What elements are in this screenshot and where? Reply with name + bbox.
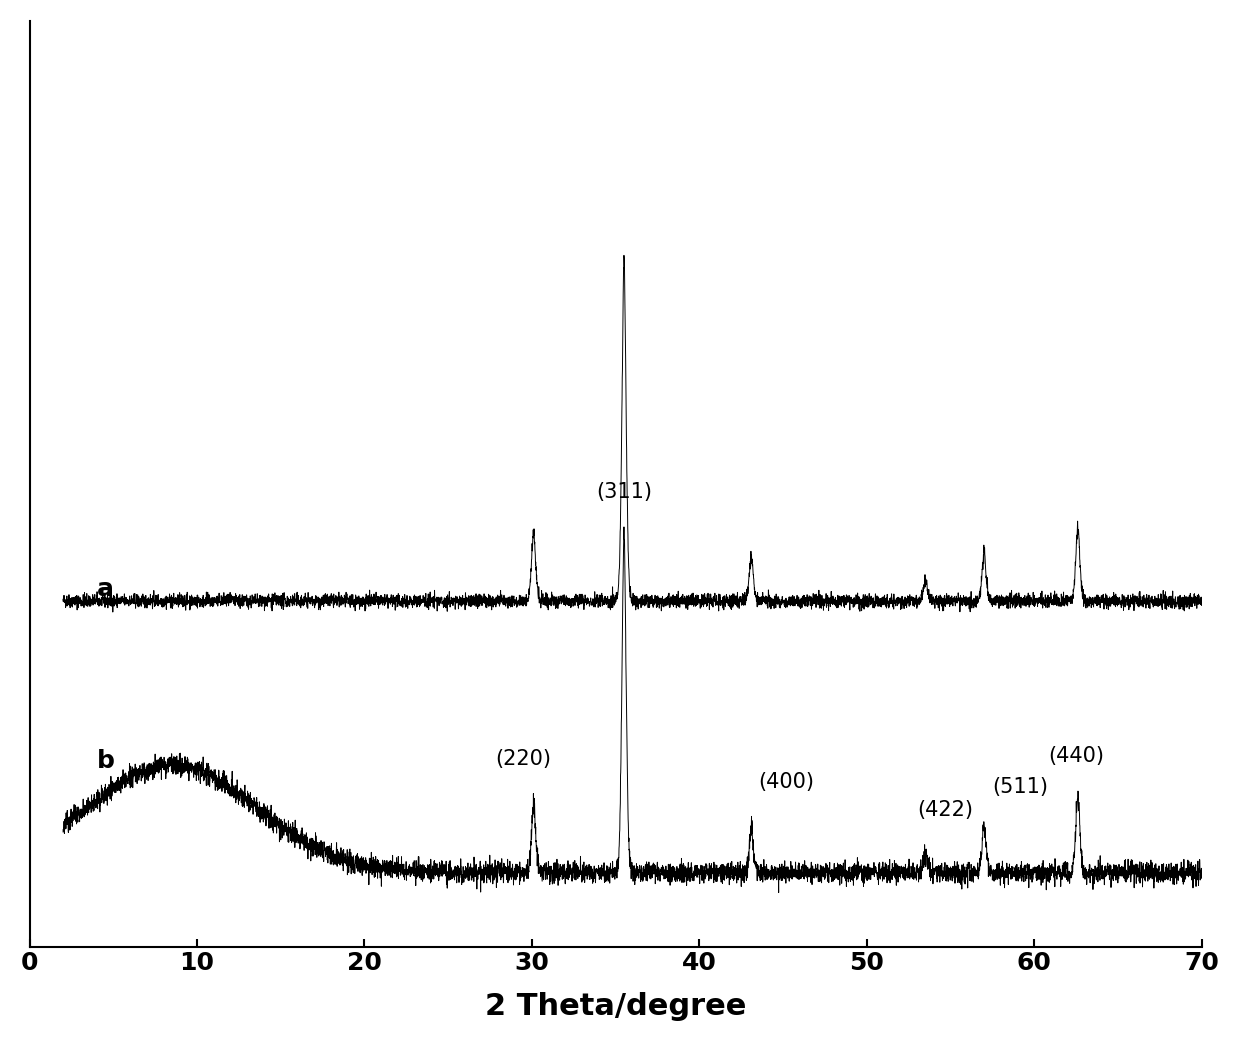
Text: (440): (440) bbox=[1048, 746, 1104, 767]
Text: (511): (511) bbox=[992, 777, 1048, 797]
Text: (311): (311) bbox=[596, 482, 652, 502]
Text: (422): (422) bbox=[918, 800, 973, 820]
Text: (220): (220) bbox=[496, 749, 552, 769]
Text: (400): (400) bbox=[758, 772, 813, 792]
Text: b: b bbox=[97, 749, 114, 773]
Text: a: a bbox=[97, 576, 114, 600]
X-axis label: 2 Theta/degree: 2 Theta/degree bbox=[485, 992, 746, 1021]
